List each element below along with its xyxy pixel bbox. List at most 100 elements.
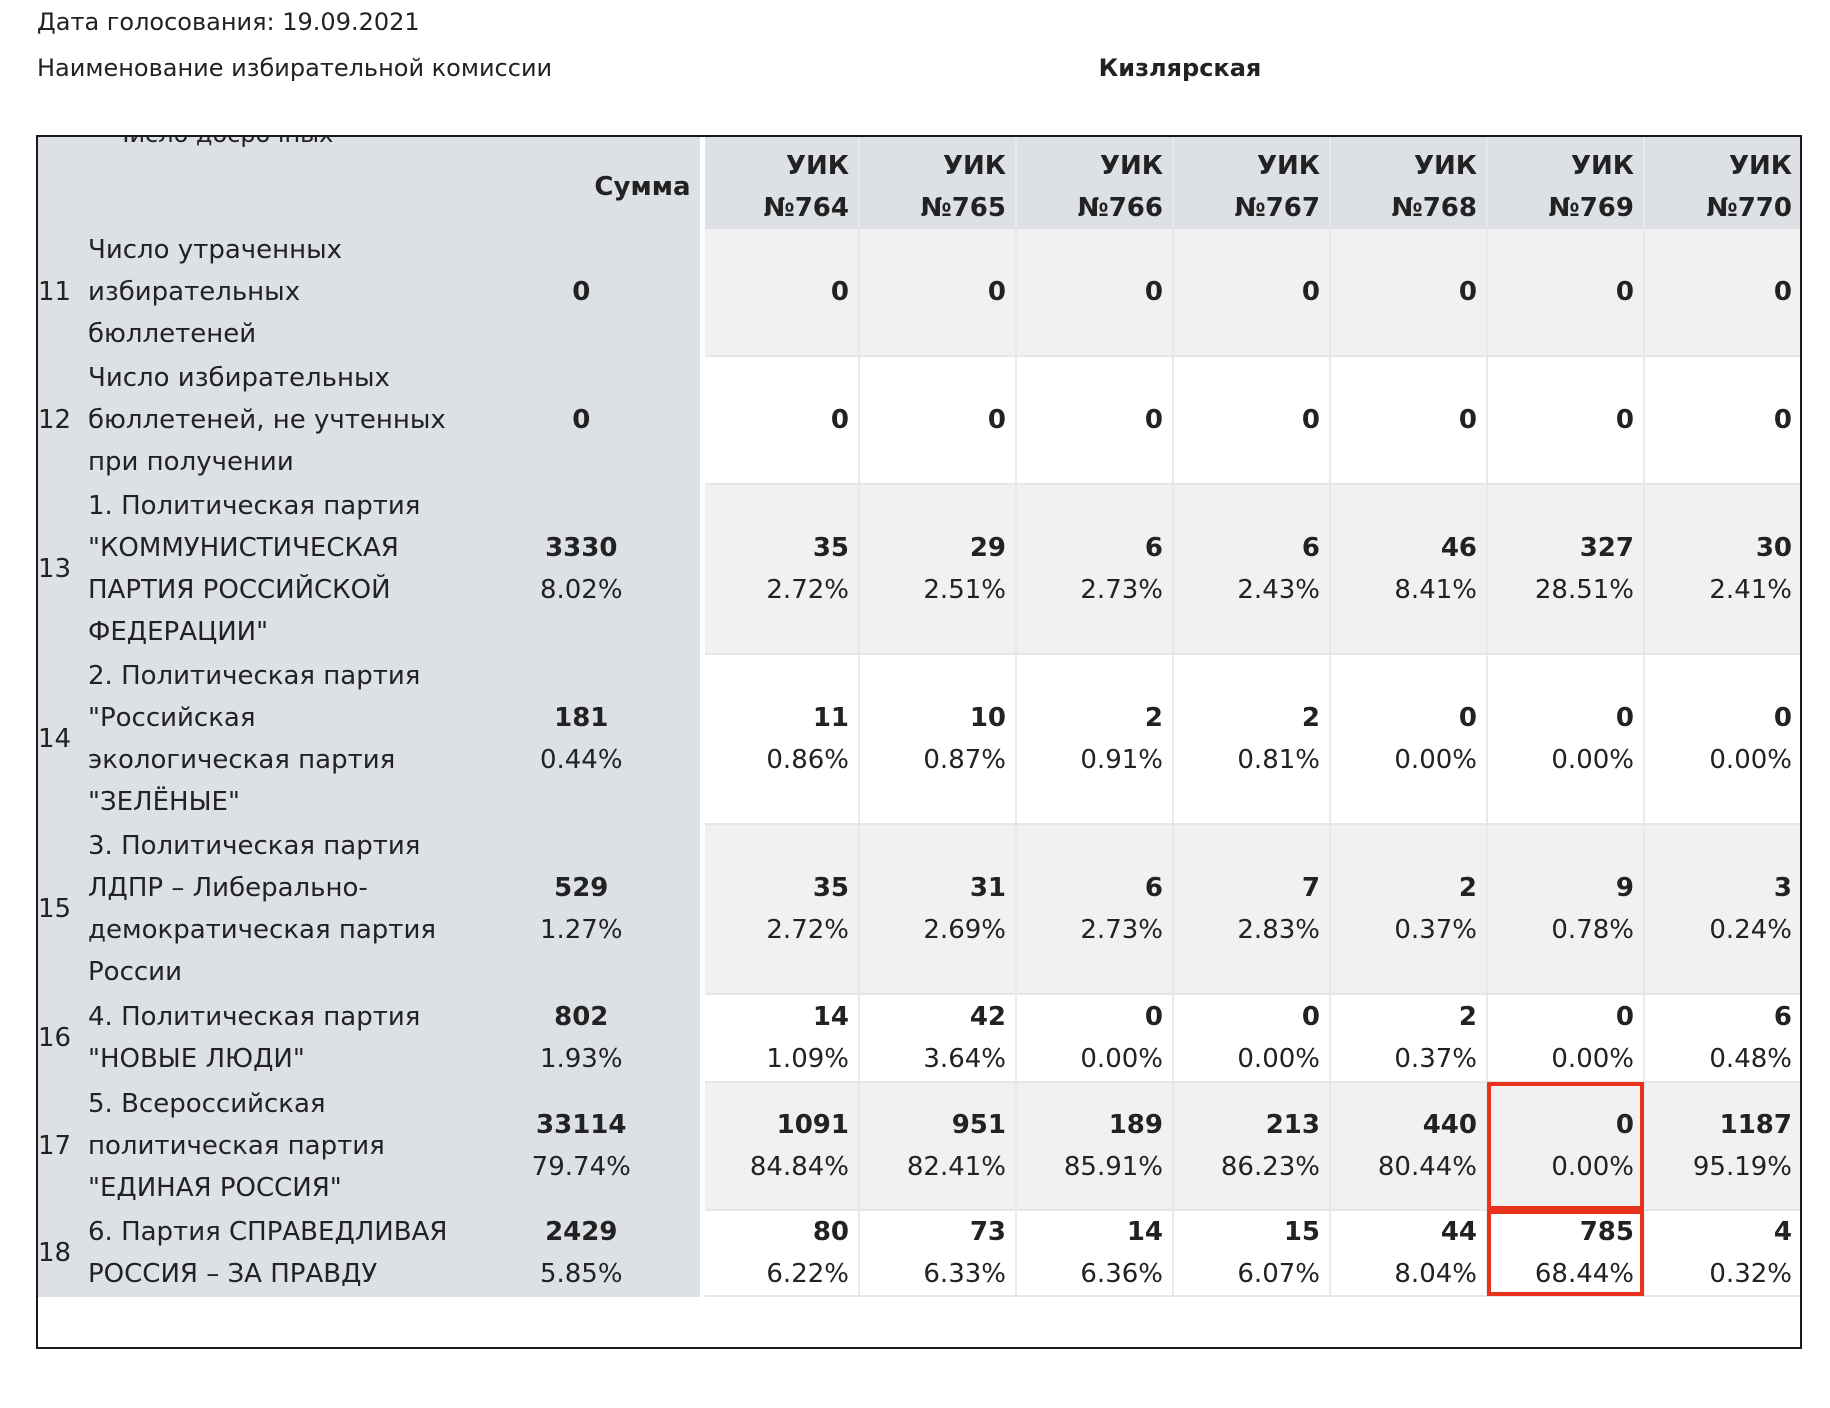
cell-value: 30 [1755, 533, 1792, 563]
results-table-frame: Сумма УИК №764 УИК №765 УИК №766 УИК №76… [36, 135, 1802, 1349]
uik-cell: 2 0.37% [1329, 994, 1487, 1083]
uik-cell: 29 2.51% [858, 484, 1016, 655]
uik-cell: 6 0.48% [1643, 994, 1800, 1083]
uik-cell: 0 [1172, 356, 1330, 485]
uik-cell: 2 0.81% [1172, 654, 1330, 825]
uik-cell: 14 1.09% [701, 994, 859, 1083]
cell-value: 0 [830, 277, 849, 307]
uik-cell: 189 85.91% [1015, 1082, 1173, 1211]
header-uik-765[interactable]: УИК №765 [858, 137, 1016, 229]
cell-value: 44 [1440, 1217, 1477, 1247]
cut-off-previous-row: Число досрочных [38, 137, 1800, 147]
cell-percent: 2.72% [766, 915, 849, 945]
cell-percent: 2.72% [766, 575, 849, 605]
uik-cell: 327 28.51% [1486, 484, 1644, 655]
cell-value: 0 [1615, 405, 1634, 435]
uik-cell: 0 [1015, 229, 1173, 357]
header-uik-770[interactable]: УИК №770 [1643, 137, 1800, 229]
uik-cell: 0 0.00% [1486, 994, 1644, 1083]
uik-cell: 0 [1486, 229, 1644, 357]
header-uik-769[interactable]: УИК №769 [1486, 137, 1644, 229]
cell-value: 2 [1458, 1002, 1477, 1032]
cell-percent: 6.36% [1080, 1259, 1163, 1289]
cell-value: 2 [1301, 703, 1320, 733]
uik-cell: 80 6.22% [701, 1210, 859, 1297]
cell-percent: 6.33% [923, 1259, 1006, 1289]
cell-percent: 0.86% [766, 745, 849, 775]
uik-cell: 0 [1329, 356, 1487, 485]
cell-percent: 0.00% [1551, 1044, 1634, 1074]
cell-percent: 1.09% [766, 1044, 849, 1074]
cell-percent: 85.91% [1063, 1152, 1163, 1182]
row-index: 16 [38, 994, 88, 1083]
cell-value: 4 [1773, 1217, 1792, 1247]
cell-value: 0 [830, 405, 849, 435]
cell-value: 0 [1615, 703, 1634, 733]
table-row: 11 Число утраченных избирательных бюллете… [38, 229, 1800, 357]
uik-cell: 6 2.73% [1015, 484, 1173, 655]
cell-value: 0 [987, 405, 1006, 435]
uik-cell: 73 6.33% [858, 1210, 1016, 1297]
cell-value: 1187 [1719, 1110, 1792, 1140]
cell-value: 0 [987, 277, 1006, 307]
uik-cell: 11 0.86% [701, 654, 859, 825]
cell-percent: 80.44% [1377, 1152, 1477, 1182]
cell-percent: 0.91% [1080, 745, 1163, 775]
cell-percent: 0.37% [1394, 1044, 1477, 1074]
voting-date: Дата голосования: 19.09.2021 [37, 8, 420, 36]
sum-percent: 1.27% [539, 915, 623, 945]
uik-cell: 10 0.87% [858, 654, 1016, 825]
cell-percent: 6.07% [1237, 1259, 1320, 1289]
row-label: Число утраченных избирательных бюллетене… [88, 229, 472, 357]
uik-cell: 0 [1015, 356, 1173, 485]
header-uik-766[interactable]: УИК №766 [1015, 137, 1173, 229]
cell-value: 785 [1579, 1217, 1634, 1247]
cell-value: 6 [1301, 533, 1320, 563]
cell-percent: 0.00% [1709, 745, 1792, 775]
cell-percent: 2.73% [1080, 575, 1163, 605]
cell-percent: 0.00% [1551, 1152, 1634, 1182]
cell-value: 327 [1579, 533, 1634, 563]
uik-cell: 0 0.00% [1643, 654, 1800, 825]
cell-percent: 0.00% [1237, 1044, 1320, 1074]
sum-cell: 2429 5.85% [472, 1210, 705, 1297]
header-sum: Сумма [472, 137, 705, 229]
uik-cell: 1187 95.19% [1643, 1082, 1800, 1211]
uik-cell: 0 0.00% [1486, 654, 1644, 825]
cell-percent: 8.04% [1394, 1259, 1477, 1289]
header-uik-767[interactable]: УИК №767 [1172, 137, 1330, 229]
cell-percent: 8.41% [1394, 575, 1477, 605]
cell-value: 0 [1615, 1002, 1634, 1032]
cell-value: 0 [1615, 277, 1634, 307]
uik-cell: 0 [858, 356, 1016, 485]
header-uik-764[interactable]: УИК №764 [701, 137, 859, 229]
sum-percent: 0.44% [539, 745, 623, 775]
cell-percent: 28.51% [1534, 575, 1634, 605]
row-index: 14 [38, 654, 88, 825]
cell-value: 0 [1458, 405, 1477, 435]
header-uik-768[interactable]: УИК №768 [1329, 137, 1487, 229]
cell-value: 0 [1301, 277, 1320, 307]
cell-percent: 0.37% [1394, 915, 1477, 945]
cell-value: 0 [1144, 1002, 1163, 1032]
sum-cell: 802 1.93% [472, 994, 705, 1083]
cell-value: 0 [1144, 405, 1163, 435]
cell-value: 1091 [776, 1110, 849, 1140]
cell-value: 31 [969, 873, 1006, 903]
row-index: 15 [38, 824, 88, 995]
uik-cell: 440 80.44% [1329, 1082, 1487, 1211]
cell-percent: 86.23% [1220, 1152, 1320, 1182]
uik-cell: 785 68.44% [1486, 1210, 1644, 1297]
table-row: 18 6. Партия СПРАВЕДЛИВАЯ РОССИЯ – ЗА ПРА… [38, 1210, 1800, 1297]
uik-cell: 0 0.00% [1329, 654, 1487, 825]
cell-percent: 0.32% [1709, 1259, 1792, 1289]
cell-value: 42 [969, 1002, 1006, 1032]
uik-cell: 0 [1329, 229, 1487, 357]
uik-cell: 14 6.36% [1015, 1210, 1173, 1297]
row-index: 12 [38, 356, 88, 485]
row-index: 17 [38, 1082, 88, 1211]
sum-cell: 3330 8.02% [472, 484, 705, 655]
cell-percent: 0.24% [1709, 915, 1792, 945]
sum-value: 0 [572, 405, 591, 435]
table-row: 16 4. Политическая партия "НОВЫЕ ЛЮДИ" 802… [38, 994, 1800, 1083]
